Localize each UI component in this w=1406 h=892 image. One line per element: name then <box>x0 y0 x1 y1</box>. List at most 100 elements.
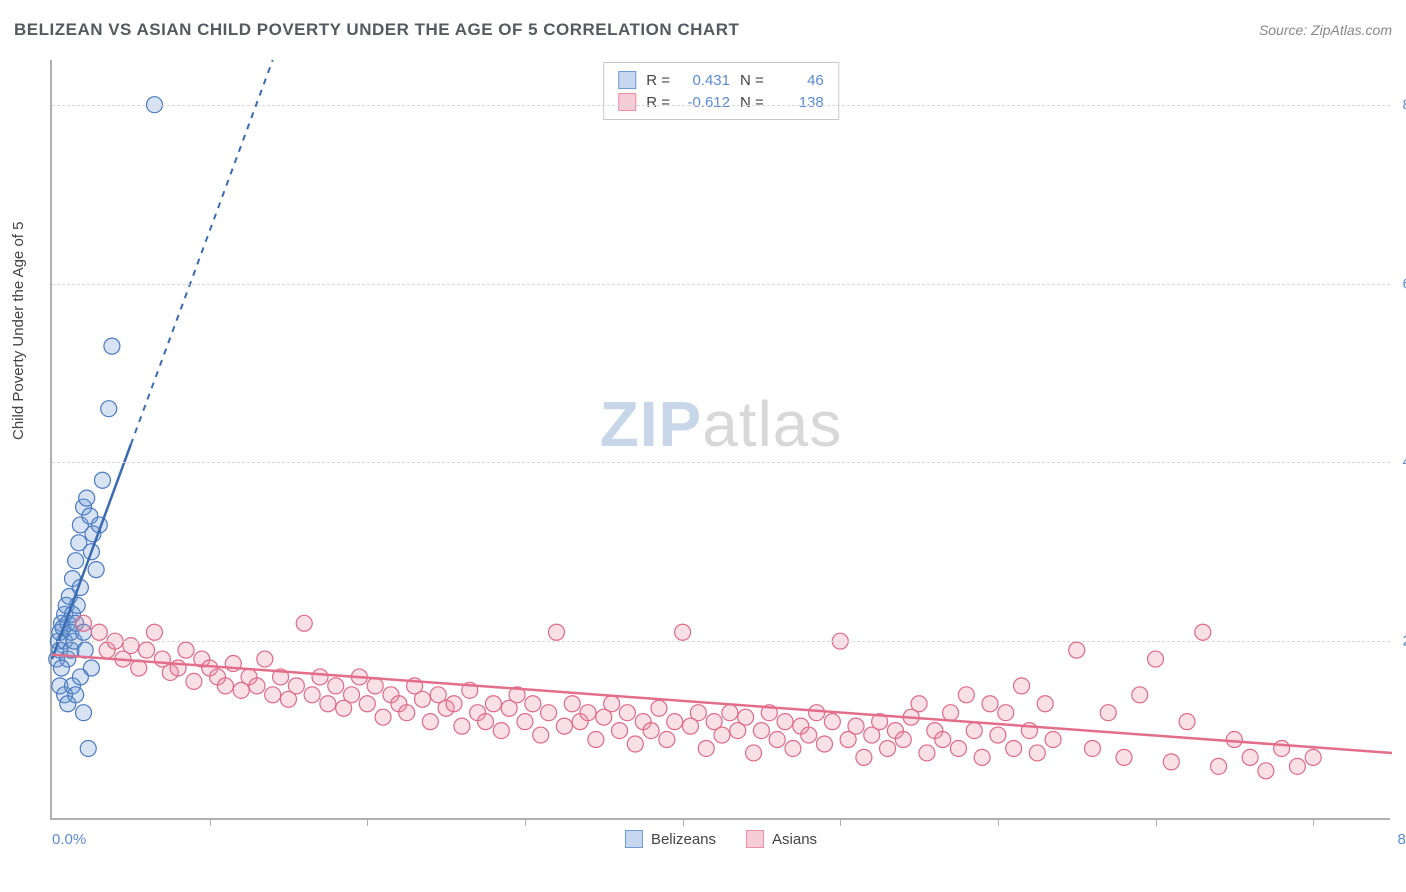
data-point <box>1274 740 1290 756</box>
r-label: R = <box>646 94 670 111</box>
data-point <box>777 714 793 730</box>
data-point <box>1305 749 1321 765</box>
data-point <box>556 718 572 734</box>
swatch-asians-icon <box>618 93 636 111</box>
x-tick <box>840 818 841 826</box>
data-point <box>627 736 643 752</box>
swatch-asians-icon <box>746 830 764 848</box>
r-value-belizeans: 0.431 <box>680 72 730 89</box>
data-point <box>101 401 117 417</box>
data-point <box>541 705 557 721</box>
x-tick <box>683 818 684 826</box>
legend-row-asians: R = -0.612 N = 138 <box>618 91 824 113</box>
data-point <box>998 705 1014 721</box>
data-point <box>816 736 832 752</box>
data-point <box>76 705 92 721</box>
legend-item-asians: Asians <box>746 830 817 848</box>
data-point <box>446 696 462 712</box>
x-tick <box>210 818 211 826</box>
data-point <box>651 700 667 716</box>
x-axis-min-label: 0.0% <box>52 831 86 848</box>
data-point <box>91 624 107 640</box>
x-tick <box>1156 818 1157 826</box>
y-tick-label: 20.0% <box>1402 633 1406 650</box>
data-point <box>1069 642 1085 658</box>
data-point <box>88 562 104 578</box>
data-point <box>1163 754 1179 770</box>
data-point <box>880 740 896 756</box>
data-point <box>249 678 265 694</box>
data-point <box>83 660 99 676</box>
data-point <box>304 687 320 703</box>
data-point <box>375 709 391 725</box>
data-point <box>990 727 1006 743</box>
data-point <box>895 732 911 748</box>
data-point <box>935 732 951 748</box>
data-point <box>94 472 110 488</box>
data-point <box>257 651 273 667</box>
gridline <box>52 641 1390 642</box>
data-point <box>856 749 872 765</box>
x-tick <box>1313 818 1314 826</box>
data-point <box>619 705 635 721</box>
data-point <box>698 740 714 756</box>
data-point <box>746 745 762 761</box>
n-value-belizeans: 46 <box>774 72 824 89</box>
trend-line <box>52 444 131 659</box>
data-point <box>399 705 415 721</box>
data-point <box>943 705 959 721</box>
data-point <box>320 696 336 712</box>
data-point <box>178 642 194 658</box>
legend-series: Belizeans Asians <box>625 830 817 848</box>
data-point <box>296 615 312 631</box>
data-point <box>919 745 935 761</box>
data-point <box>1006 740 1022 756</box>
data-point <box>422 714 438 730</box>
chart-svg <box>52 60 1390 818</box>
data-point <box>525 696 541 712</box>
y-tick-label: 60.0% <box>1402 275 1406 292</box>
data-point <box>533 727 549 743</box>
swatch-belizeans-icon <box>625 830 643 848</box>
data-point <box>809 705 825 721</box>
data-point <box>68 687 84 703</box>
n-value-asians: 138 <box>774 94 824 111</box>
data-point <box>1014 678 1030 694</box>
data-point <box>485 696 501 712</box>
data-point <box>974 749 990 765</box>
plot-area: ZIPatlas R = 0.431 N = 46 R = -0.612 N =… <box>50 60 1390 820</box>
data-point <box>950 740 966 756</box>
legend-label-belizeans: Belizeans <box>651 831 716 848</box>
data-point <box>604 696 620 712</box>
legend-item-belizeans: Belizeans <box>625 830 716 848</box>
data-point <box>1179 714 1195 730</box>
data-point <box>722 705 738 721</box>
data-point <box>1045 732 1061 748</box>
data-point <box>1289 758 1305 774</box>
data-point <box>359 696 375 712</box>
data-point <box>478 714 494 730</box>
r-label: R = <box>646 72 670 89</box>
data-point <box>580 705 596 721</box>
data-point <box>612 723 628 739</box>
data-point <box>982 696 998 712</box>
data-point <box>911 696 927 712</box>
y-tick-label: 40.0% <box>1402 454 1406 471</box>
data-point <box>659 732 675 748</box>
data-point <box>146 624 162 640</box>
data-point <box>1084 740 1100 756</box>
y-axis-label: Child Poverty Under the Age of 5 <box>10 222 27 440</box>
data-point <box>958 687 974 703</box>
data-point <box>68 553 84 569</box>
x-tick <box>525 818 526 826</box>
data-point <box>548 624 564 640</box>
data-point <box>1195 624 1211 640</box>
data-point <box>714 727 730 743</box>
y-tick-label: 80.0% <box>1402 96 1406 113</box>
data-point <box>344 687 360 703</box>
data-point <box>738 709 754 725</box>
data-point <box>139 642 155 658</box>
data-point <box>1029 745 1045 761</box>
data-point <box>454 718 470 734</box>
data-point <box>1132 687 1148 703</box>
